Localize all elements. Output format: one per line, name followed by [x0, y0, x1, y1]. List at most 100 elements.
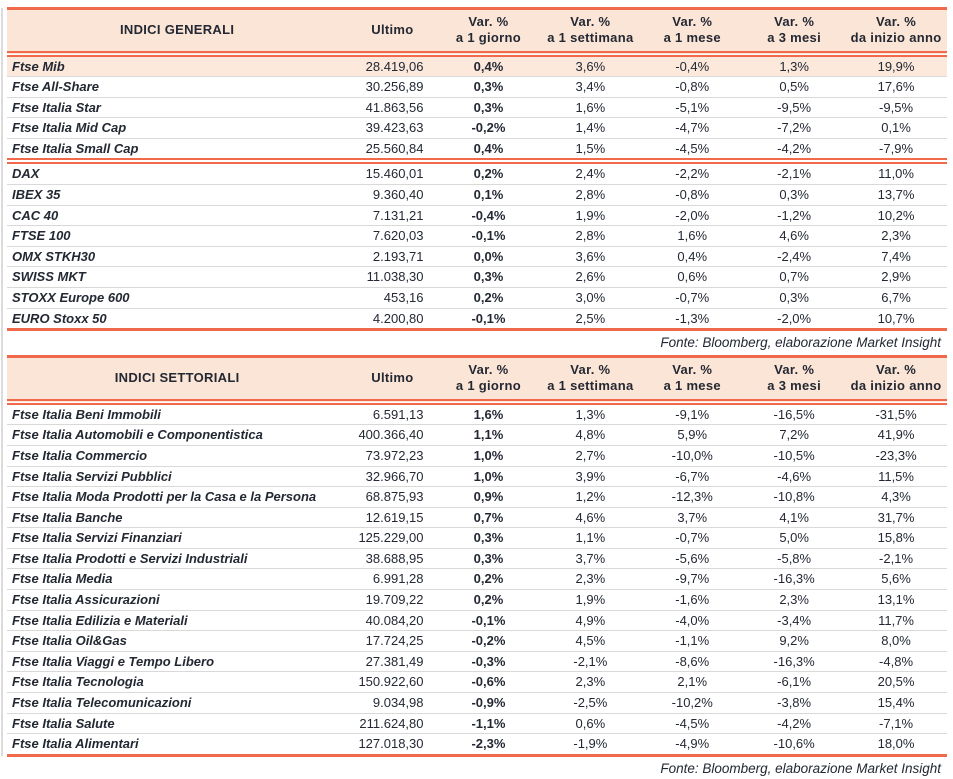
column-header-var-3-mesi: Var. % a 3 mesi — [743, 7, 846, 57]
ultimo-value: 6.591,13 — [347, 401, 438, 426]
index-name: Ftse Italia Salute — [7, 713, 348, 735]
index-name: DAX — [7, 161, 348, 186]
var-1-giorno: -0,6% — [437, 671, 540, 694]
var-3-mesi: -2,1% — [743, 161, 846, 186]
var-1-mese: -4,9% — [641, 733, 744, 757]
table-title: INDICI GENERALI — [7, 7, 348, 57]
index-row: STOXX Europe 600 453,16 0,2% 3,0% -0,7% 0,3% 6… — [7, 287, 947, 309]
var-1-giorno: -0,1% — [437, 610, 540, 632]
var-3-mesi: -4,2% — [743, 138, 846, 165]
var-1-giorno: 0,7% — [437, 507, 540, 529]
var-1-settimana: 2,5% — [539, 308, 642, 332]
var-3-mesi: 5,0% — [743, 527, 846, 549]
var-3-mesi: -7,2% — [743, 117, 846, 139]
index-name: SWISS MKT — [7, 266, 348, 289]
var-3-mesi: -4,6% — [743, 466, 846, 488]
var-inizio-anno: 20,5% — [845, 671, 947, 694]
var-inizio-anno: -7,1% — [845, 713, 947, 735]
var-label: Var. % — [570, 14, 611, 30]
var-3-mesi: 9,2% — [743, 630, 846, 652]
var-1-mese: -4,0% — [641, 610, 744, 632]
var-1-settimana: 1,9% — [539, 589, 642, 611]
period-label: a 1 giorno — [455, 378, 522, 394]
table-title: INDICI SETTORIALI — [7, 355, 348, 405]
ultimo-value: 9.034,98 — [347, 692, 438, 714]
var-label: Var. % — [570, 362, 611, 378]
table-indici-generali: INDICI GENERALI Ultimo Var. % a 1 giorno… — [7, 7, 947, 353]
var-inizio-anno: 15,4% — [845, 692, 947, 714]
column-header-var-1-mese: Var. % a 1 mese — [641, 7, 744, 57]
index-name: Ftse Italia Alimentari — [7, 733, 348, 757]
var-1-mese: -12,3% — [641, 486, 744, 508]
index-row: Ftse Italia Salute 211.624,80 -1,1% 0,6% -4,… — [7, 713, 947, 735]
index-name: Ftse Italia Edilizia e Materiali — [7, 610, 348, 632]
var-3-mesi: -10,5% — [743, 445, 846, 467]
var-1-giorno: 0,0% — [437, 246, 540, 268]
index-row: Ftse Italia Beni Immobili 6.591,13 1,6% 1,3… — [7, 401, 947, 426]
var-1-giorno: -2,3% — [437, 733, 540, 757]
var-1-settimana: 1,2% — [539, 486, 642, 508]
var-inizio-anno: 5,6% — [845, 568, 947, 591]
var-1-mese: -6,7% — [641, 466, 744, 488]
var-1-giorno: 1,0% — [437, 466, 540, 488]
var-1-giorno: 0,2% — [437, 589, 540, 611]
ultimo-value: 453,16 — [347, 287, 438, 309]
var-1-giorno: 0,4% — [437, 138, 540, 165]
index-name: CAC 40 — [7, 205, 348, 227]
period-label: a 1 mese — [663, 378, 721, 394]
index-name: Ftse Italia Prodotti e Servizi Industria… — [7, 548, 348, 570]
var-1-settimana: 3,4% — [539, 76, 642, 98]
index-name: Ftse Italia Media — [7, 568, 348, 591]
header-row: INDICI SETTORIALI Ultimo Var. % a 1 gior… — [7, 355, 947, 405]
var-3-mesi: 0,3% — [743, 287, 846, 309]
var-1-settimana: -2,1% — [539, 651, 642, 673]
index-row: Ftse Italia Oil&Gas 17.724,25 -0,2% 4,5% -1,… — [7, 630, 947, 652]
var-label: Var. % — [774, 362, 815, 378]
var-inizio-anno: 2,9% — [845, 266, 947, 289]
var-3-mesi: -10,8% — [743, 486, 846, 508]
var-1-settimana: 2,3% — [539, 671, 642, 694]
var-1-giorno: 0,4% — [437, 53, 540, 78]
var-1-mese: 2,1% — [641, 671, 744, 694]
var-3-mesi: 7,2% — [743, 424, 846, 446]
var-1-giorno: -0,4% — [437, 205, 540, 227]
ultimo-value: 7.620,03 — [347, 225, 438, 247]
ultimo-value: 11.038,30 — [347, 266, 438, 289]
var-1-mese: -0,8% — [641, 184, 744, 206]
var-label: Var. % — [672, 14, 713, 30]
var-inizio-anno: 13,7% — [845, 184, 947, 206]
var-inizio-anno: 6,7% — [845, 287, 947, 309]
var-label: Var. % — [875, 14, 917, 30]
var-1-giorno: 0,3% — [437, 97, 540, 119]
var-1-settimana: 1,6% — [539, 97, 642, 119]
var-1-giorno: 0,2% — [437, 568, 540, 591]
ultimo-value: 15.460,01 — [347, 161, 438, 186]
var-1-settimana: 1,4% — [539, 117, 642, 139]
index-row: FTSE 100 7.620,03 -0,1% 2,8% 1,6% 4,6% 2,3% — [7, 225, 947, 247]
index-name: Ftse Italia Small Cap — [7, 138, 348, 165]
var-1-giorno: -0,2% — [437, 630, 540, 652]
index-name: Ftse Italia Mid Cap — [7, 117, 348, 139]
table-indici-settoriali: INDICI SETTORIALI Ultimo Var. % a 1 gior… — [7, 355, 947, 779]
index-row: CAC 40 7.131,21 -0,4% 1,9% -2,0% -1,2% 10,2% — [7, 205, 947, 227]
var-1-settimana: 2,8% — [539, 225, 642, 247]
var-1-mese: -0,7% — [641, 287, 744, 309]
period-label: a 1 giorno — [455, 30, 522, 46]
var-inizio-anno: 19,9% — [845, 53, 947, 78]
ultimo-value: 6.991,28 — [347, 568, 438, 591]
var-inizio-anno: -23,3% — [845, 445, 947, 467]
var-1-mese: -2,2% — [641, 161, 744, 186]
index-row: Ftse Italia Mid Cap 39.423,63 -0,2% 1,4% -4,… — [7, 117, 947, 139]
column-header-var-1-giorno: Var. % a 1 giorno — [437, 7, 540, 57]
var-1-mese: -10,2% — [641, 692, 744, 714]
ultimo-value: 400.366,40 — [347, 424, 438, 446]
var-3-mesi: -9,5% — [743, 97, 846, 119]
index-name: Ftse Italia Commercio — [7, 445, 348, 467]
index-row: Ftse Italia Commercio 73.972,23 1,0% 2,7% -1… — [7, 445, 947, 467]
column-header-var-inizio-anno: Var. % da inizio anno — [845, 7, 947, 57]
index-row: Ftse Italia Alimentari 127.018,30 -2,3% -1,… — [7, 733, 947, 757]
var-1-mese: -0,8% — [641, 76, 744, 98]
var-1-mese: -1,6% — [641, 589, 744, 611]
var-1-mese: -9,1% — [641, 401, 744, 426]
var-3-mesi: -3,4% — [743, 610, 846, 632]
